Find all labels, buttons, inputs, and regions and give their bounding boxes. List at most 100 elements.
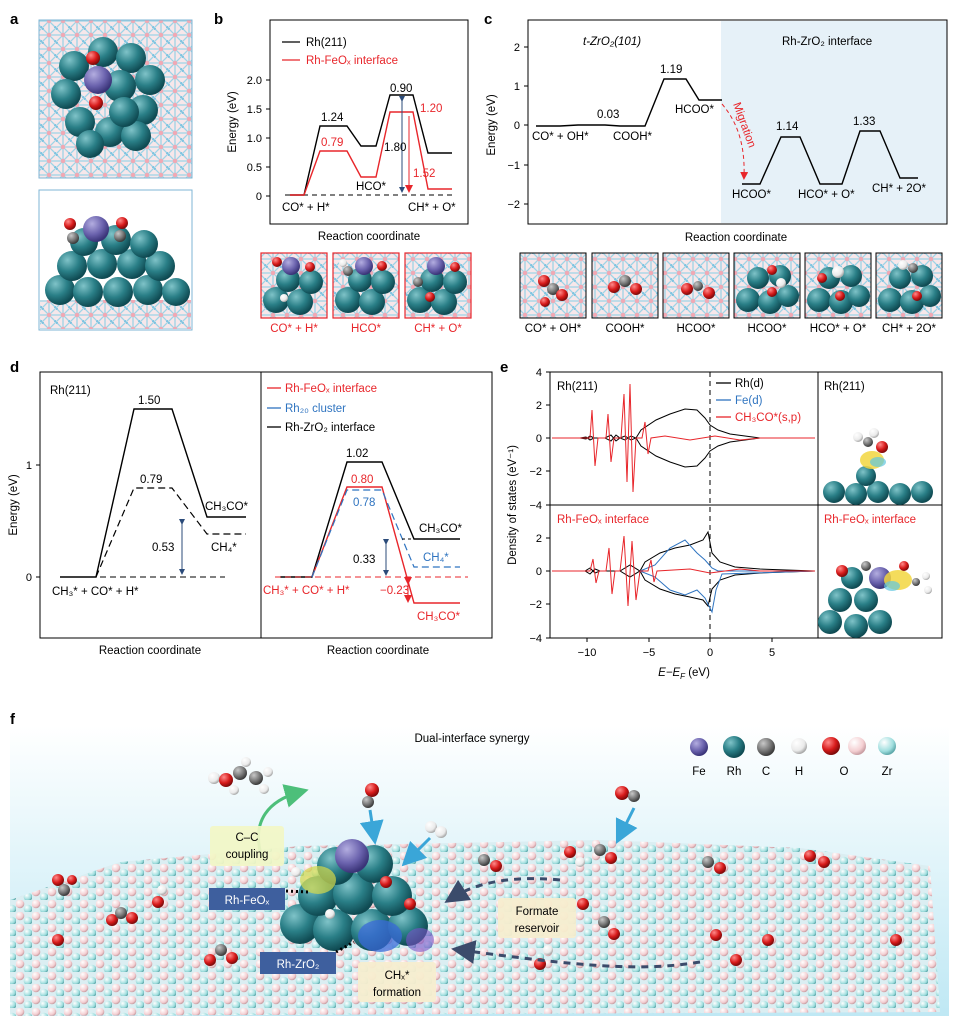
- state-label: CH₃* + CO* + H*: [52, 586, 139, 598]
- tick-label: 1: [26, 460, 32, 472]
- panel-c: c 2 1 0 −1 −2 Energy (eV) Reaction coord…: [484, 11, 948, 335]
- tick-label: −2: [529, 599, 542, 611]
- dos-curves-bottom: [552, 530, 816, 614]
- panel-d-left-profile: [60, 408, 246, 578]
- value-label: 1.24: [321, 112, 344, 124]
- panel-b: b 0 0.5 1.0 1.5 2.0 Energy (eV) Reaction…: [214, 11, 472, 335]
- legend-h-atom: [791, 738, 807, 754]
- state-label: CH₃CO*: [205, 501, 249, 513]
- value-label: 0.90: [390, 83, 412, 95]
- rh-zro2-pointer: [335, 940, 355, 954]
- legend-rh20: Rh₂₀ cluster: [285, 403, 346, 415]
- formate-line1: Formate: [516, 906, 559, 918]
- dos-xticks: −10 −5 0 5: [578, 638, 775, 659]
- charge-density-top-atoms: [823, 428, 933, 505]
- panel-b-insets: CO* + H* HCO* CH* + O*: [260, 252, 472, 335]
- inset-label: HCOO*: [677, 323, 717, 335]
- legend-ch3co: CH₃CO*(s,p): [735, 412, 801, 424]
- panel-d: d 0 1 Energy (eV) Reaction coordinate Re…: [8, 359, 493, 657]
- value-label: 0.78: [353, 497, 375, 509]
- legend-rh-atom: [723, 736, 745, 758]
- value-label: 1.14: [776, 121, 799, 133]
- tick-label: 1.0: [247, 133, 262, 145]
- tick-label: 0: [707, 647, 713, 659]
- tick-label: 0: [536, 566, 542, 578]
- value-label: 1.20: [420, 103, 442, 115]
- legend-fe-d: Fe(d): [735, 395, 763, 407]
- legend-label: Zr: [882, 766, 893, 778]
- rh-zro2-tag: [260, 952, 336, 974]
- legend-label: H: [795, 766, 803, 778]
- panel-label-b: b: [214, 11, 223, 28]
- legend-label: C: [762, 766, 770, 778]
- state-label: HCOO*: [675, 104, 715, 116]
- state-label: COOH*: [613, 131, 653, 143]
- value-label: 1.80: [384, 142, 406, 154]
- panel-d-legend: Rh-FeOₓ interface Rh₂₀ cluster Rh-ZrO₂ i…: [267, 383, 377, 434]
- side-title-top: Rh(211): [824, 381, 865, 393]
- side-title-bottom: Rh-FeOₓ interface: [824, 514, 916, 526]
- legend-label: O: [840, 766, 849, 778]
- inset-label: CH* + O*: [414, 323, 462, 335]
- tick-label: 2: [536, 400, 542, 412]
- tick-label: 0: [26, 572, 32, 584]
- y-axis-label: Energy (eV): [227, 91, 239, 153]
- panel-b-yticks: 0 0.5 1.0 1.5 2.0: [247, 75, 270, 203]
- h2-adsorption-arrow: [401, 836, 432, 867]
- panel-b-legend: Rh(211) Rh-FeOₓ interface: [282, 37, 398, 67]
- formate-migration-arrow-2: [451, 940, 701, 969]
- region-title-right: Rh-ZrO₂ interface: [782, 36, 872, 48]
- legend-rh-zro2: Rh-ZrO₂ interface: [285, 422, 375, 434]
- series-rh-zro2: [742, 130, 918, 185]
- tick-label: 0: [536, 433, 542, 445]
- tick-label: 5: [769, 647, 775, 659]
- rh-feox-tag-label: Rh-FeOₓ: [225, 895, 270, 907]
- atom-legend: Fe Rh C H O Zr: [690, 736, 896, 778]
- value-label: 0.79: [321, 137, 343, 149]
- cc-coupling-line2: coupling: [226, 849, 269, 861]
- value-label: 1.02: [346, 448, 368, 460]
- series-rh211: [290, 94, 452, 196]
- co-support-arrow: [615, 807, 638, 845]
- panel-label-e: e: [500, 359, 508, 376]
- x-axis-label: E−EF (eV): [658, 667, 710, 681]
- legend-rh-d: Rh(d): [735, 378, 764, 390]
- legend-o-atom: [822, 737, 840, 755]
- chx-line2: formation: [373, 987, 421, 999]
- formate-reservoir-tag: [498, 898, 576, 938]
- cc-coupling-line1: C–C: [235, 832, 258, 844]
- panel-e: e 4 2 0 −2 −4 2 0 −2 −4 −10 −5 0 5: [500, 359, 943, 681]
- inset-label: HCO*: [351, 323, 382, 335]
- inset-label: CO* + OH*: [525, 323, 582, 335]
- inset-label: HCO* + O*: [810, 323, 867, 335]
- tick-label: −5: [643, 647, 656, 659]
- value-label: 1.50: [138, 395, 160, 407]
- dos-title-top: Rh(211): [557, 381, 598, 393]
- charge-density-bottom-atoms: [818, 561, 932, 638]
- o-atom: [89, 96, 103, 110]
- dos-legend: Rh(d) Fe(d) CH₃CO*(s,p): [716, 378, 801, 424]
- panel-label-c: c: [484, 11, 492, 28]
- panel-a: a: [10, 11, 193, 331]
- panel-label-a: a: [10, 11, 19, 28]
- value-label: −0.23: [380, 585, 409, 597]
- rh-feox-pointer: [285, 889, 309, 894]
- panel-label-d: d: [10, 359, 19, 376]
- legend-zr-atom: [878, 737, 896, 755]
- fe-atom: [335, 839, 369, 873]
- tick-label: 2.0: [247, 75, 262, 87]
- legend-rh-feox: Rh-FeOₓ interface: [306, 55, 398, 67]
- series-zro2: [536, 78, 722, 127]
- panel-d-axes: [39, 371, 493, 639]
- value-label: 1.19: [660, 64, 682, 76]
- panel-label-f: f: [10, 711, 16, 728]
- chx-line1: CHₓ*: [385, 970, 410, 982]
- gas-molecules: [208, 757, 640, 838]
- inset-label: HCOO*: [748, 323, 788, 335]
- panel-b-axes: [269, 19, 469, 225]
- legend-rh211: Rh(211): [306, 37, 347, 49]
- tick-label: −4: [529, 633, 542, 645]
- inset-label: COOH*: [606, 323, 646, 335]
- state-label: CH* + 2O*: [872, 183, 927, 195]
- legend-rh-feox: Rh-FeOₓ interface: [285, 383, 377, 395]
